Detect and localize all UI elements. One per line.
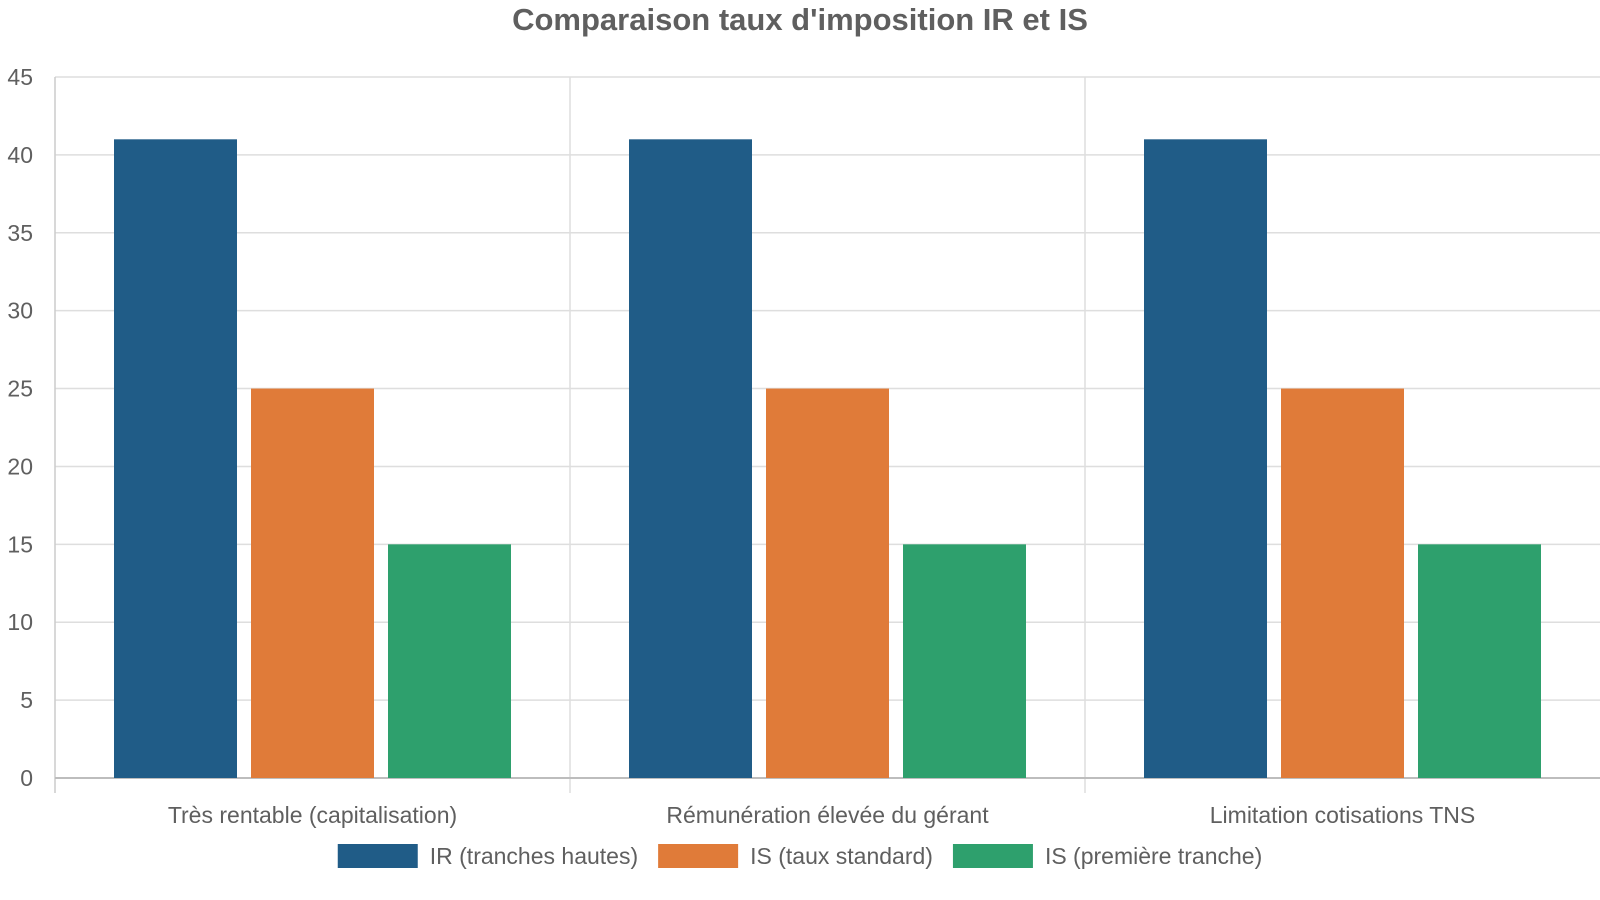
y-tick-label: 30 [7,298,33,324]
axes: 0 5 10 15 20 25 30 35 40 45 Très rentable (capital… [7,64,1600,828]
y-tick-label: 45 [7,64,33,90]
y-tick-label: 15 [7,531,33,557]
bar [766,388,889,778]
bar [903,544,1026,778]
bar [388,544,511,778]
legend-label: IS (première tranche) [1045,843,1262,869]
bar [1281,388,1404,778]
bar [114,139,237,779]
legend-swatch [658,844,739,868]
bar [251,388,374,778]
y-tick-label: 35 [7,220,33,246]
x-tick-label: Rémunération élevée du gérant [666,802,989,828]
bar [1144,139,1267,779]
y-tick-label: 0 [20,765,33,791]
bar [629,139,752,779]
legend-label: IR (tranches hautes) [430,843,638,869]
y-tick-label: 40 [7,142,33,168]
legend-label: IS (taux standard) [750,843,933,869]
bar [1418,544,1541,778]
y-tick-label: 20 [7,453,33,479]
legend-swatch [337,844,418,868]
chart-title: Comparaison taux d'imposition IR et IS [512,2,1088,37]
y-tick-label: 25 [7,376,33,402]
x-tick-label: Très rentable (capitalisation) [168,802,457,828]
legend: IR (tranches hautes) IS (taux standard) IS… [337,843,1262,869]
y-tick-label: 10 [7,609,33,635]
x-tick-label: Limitation cotisations TNS [1210,802,1475,828]
y-tick-label: 5 [20,687,33,713]
legend-swatch [952,844,1033,868]
bars [114,139,1541,779]
